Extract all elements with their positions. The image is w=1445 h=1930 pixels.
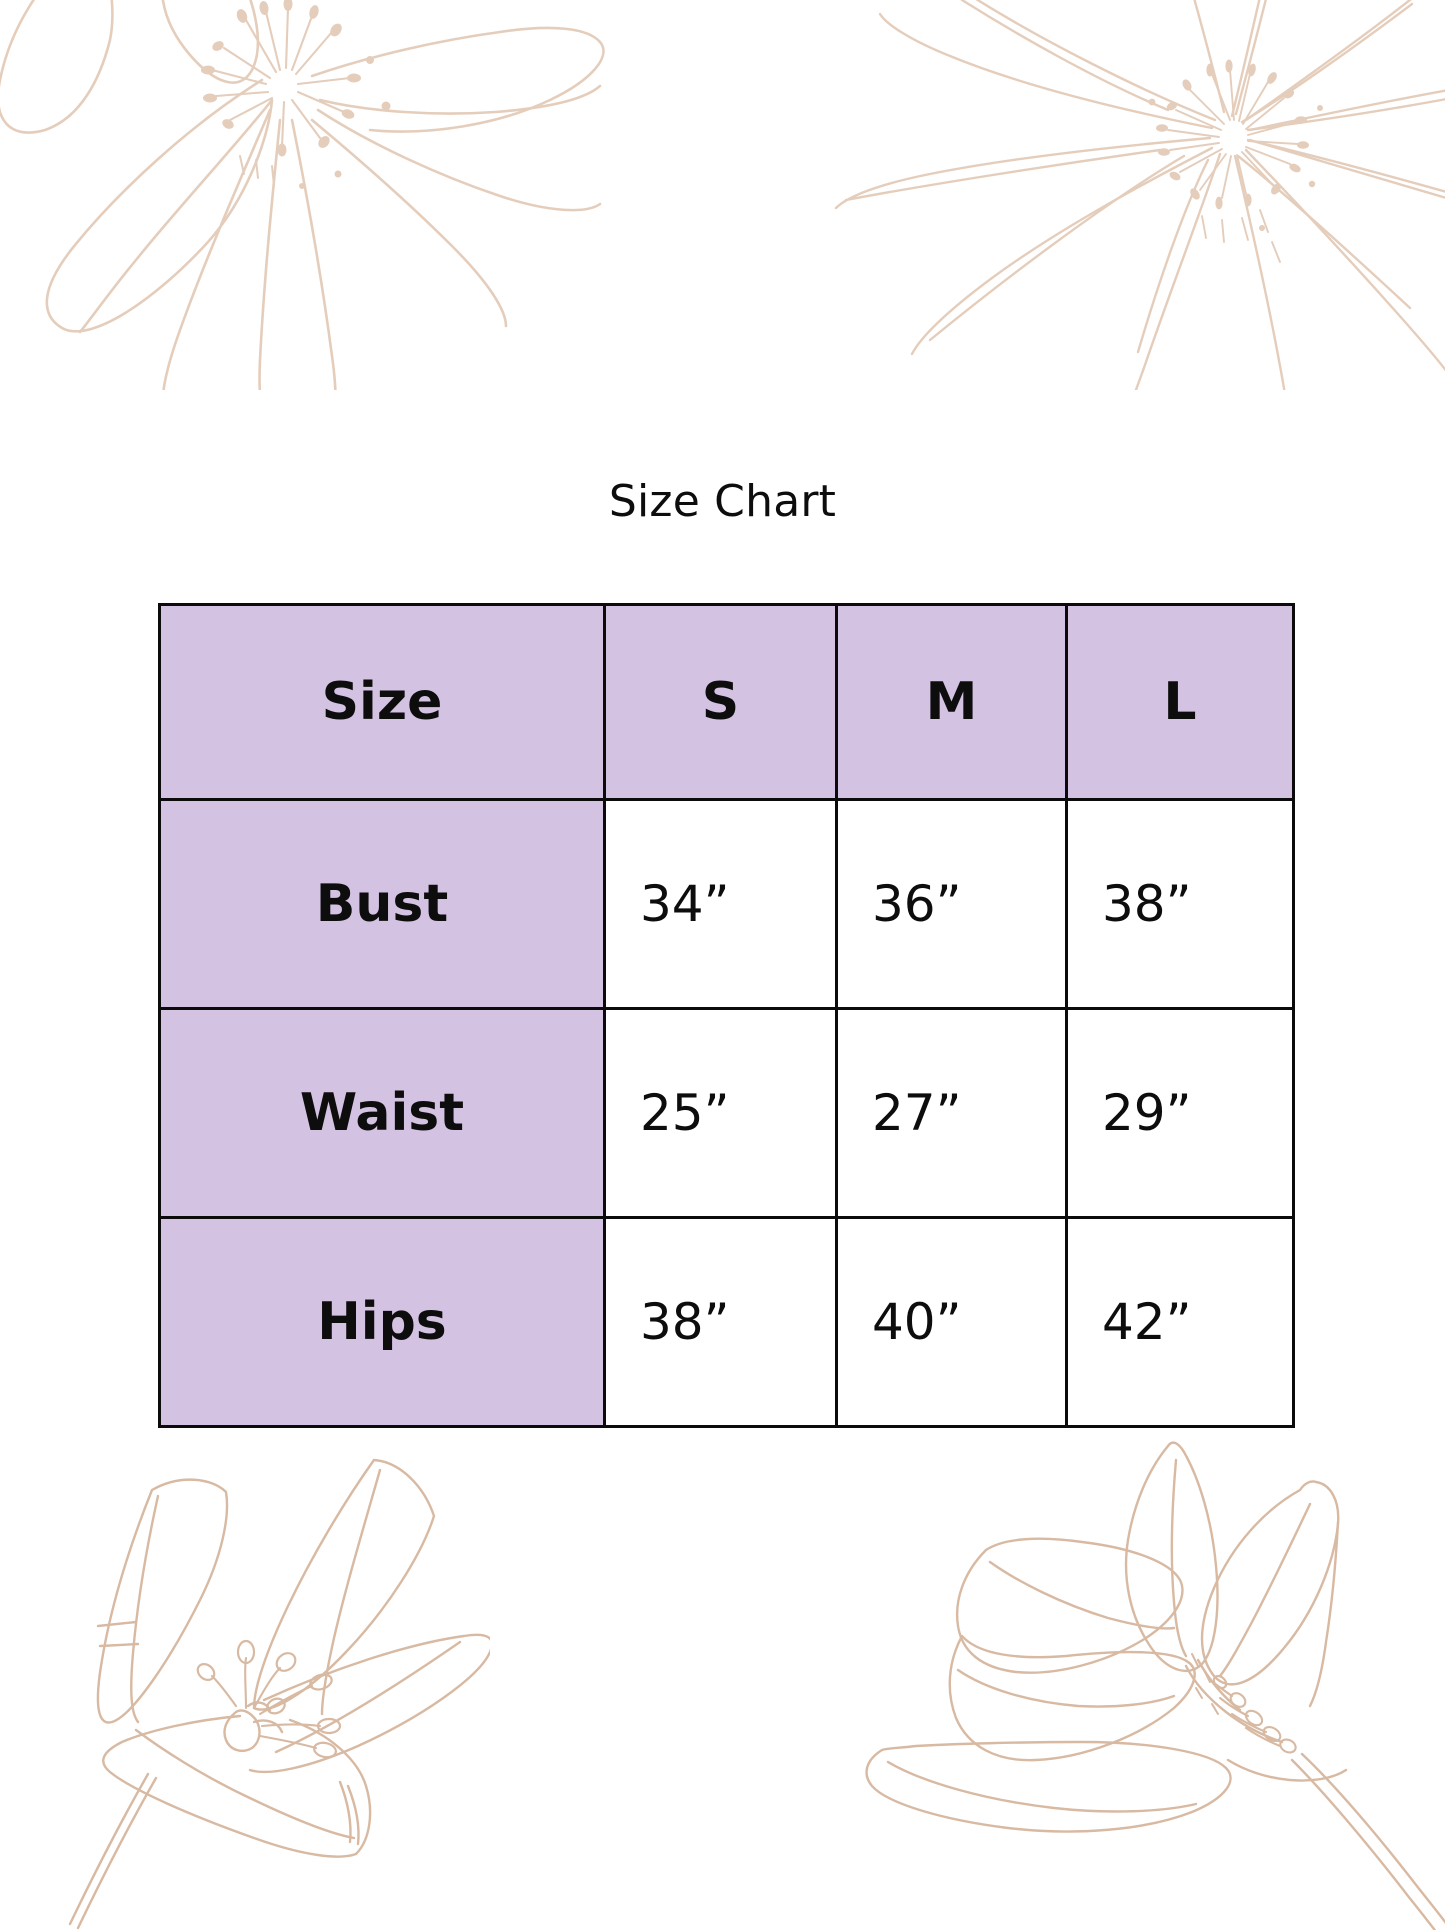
cell-bust-m: 36” <box>835 798 1068 1010</box>
table-header-row: Size S M L <box>158 603 1295 801</box>
column-header-l: L <box>1065 603 1295 801</box>
cell-hips-s: 38” <box>603 1216 838 1428</box>
flower-alstroemeria-icon <box>865 1441 1445 1930</box>
column-header-m: M <box>835 603 1068 801</box>
floral-bottom-left-decoration <box>40 1430 490 1930</box>
cell-bust-l: 38” <box>1065 798 1295 1010</box>
floral-bottom-right-decoration <box>840 1430 1445 1930</box>
row-label-waist: Waist <box>158 1007 606 1219</box>
flower-lily-icon <box>68 1458 490 1930</box>
floral-top-left-decoration <box>0 0 640 390</box>
table-row-hips: Hips 38” 40” 42” <box>158 1216 1295 1428</box>
cell-hips-m: 40” <box>835 1216 1068 1428</box>
cell-waist-m: 27” <box>835 1007 1068 1219</box>
cell-waist-l: 29” <box>1065 1007 1295 1219</box>
table-row-waist: Waist 25” 27” 29” <box>158 1007 1295 1219</box>
page-title: Size Chart <box>608 476 837 527</box>
row-label-hips: Hips <box>158 1216 606 1428</box>
flower-lily-icon <box>0 0 605 390</box>
size-chart-table-container: Size S M L Bust 34” 36” 38” Waist 25” 27… <box>158 603 1295 1428</box>
size-chart-table: Size S M L Bust 34” 36” 38” Waist 25” 27… <box>158 603 1295 1428</box>
cell-hips-l: 42” <box>1065 1216 1295 1428</box>
column-header-s: S <box>603 603 838 801</box>
cell-bust-s: 34” <box>603 798 838 1010</box>
floral-top-right-decoration <box>760 0 1445 390</box>
table-row-bust: Bust 34” 36” 38” <box>158 798 1295 1010</box>
flower-clematis-icon <box>834 0 1445 390</box>
cell-waist-s: 25” <box>603 1007 838 1219</box>
column-header-size: Size <box>158 603 606 801</box>
row-label-bust: Bust <box>158 798 606 1010</box>
